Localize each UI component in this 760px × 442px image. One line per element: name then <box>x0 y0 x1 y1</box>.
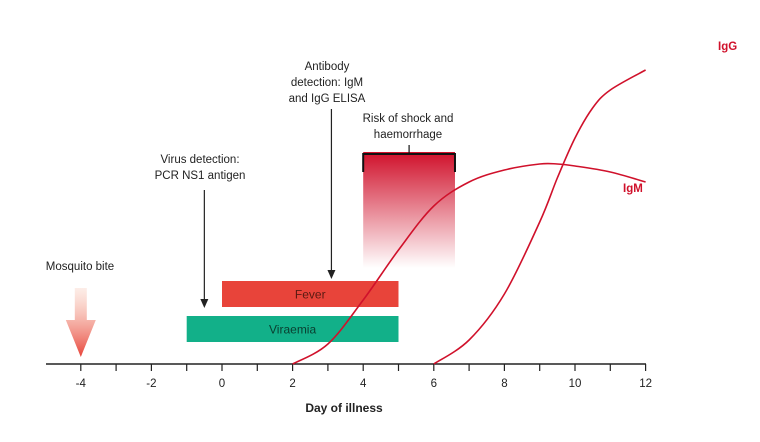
igg-label: IgG <box>718 41 737 53</box>
curves-layer: IgM IgG <box>292 41 737 365</box>
risk-of-shock-label: haemorrhage <box>374 129 442 141</box>
antibody-detection-arrow-head <box>327 270 336 279</box>
x-tick-label: 6 <box>431 378 437 390</box>
virus-detection-label: Virus detection: <box>160 154 239 166</box>
viraemia-bar <box>186 316 399 342</box>
bars-layer: Fever Viraemia <box>186 281 399 342</box>
antibody-detection-label: and IgG ELISA <box>289 93 366 105</box>
x-tick-label: 2 <box>289 378 295 390</box>
x-axis: -4 -2 0 2 4 6 8 10 12 <box>46 363 652 390</box>
igm-curve <box>292 162 646 365</box>
igg-curve <box>433 69 646 365</box>
x-tick-label: 0 <box>219 378 225 390</box>
x-tick-label: -4 <box>76 378 87 390</box>
viraemia-bar-label: Viraemia <box>269 323 316 337</box>
igm-label: IgM <box>623 183 643 195</box>
mosquito-bite-label: Mosquito bite <box>46 261 114 273</box>
x-tick-label: -2 <box>146 378 156 390</box>
annotations-layer: Mosquito bite Virus detection: PCR NS1 ant… <box>46 61 454 357</box>
x-tick-label: 10 <box>569 378 582 390</box>
x-tick-label: 12 <box>639 378 652 390</box>
x-axis-title: Day of illness <box>305 401 383 415</box>
fever-bar-label: Fever <box>295 288 326 302</box>
virus-detection-label: PCR NS1 antigen <box>155 170 246 182</box>
fever-bar <box>222 281 399 307</box>
risk-window-layer <box>362 145 456 268</box>
x-tick-label: 8 <box>501 378 507 390</box>
risk-window-area <box>363 152 455 268</box>
antibody-detection-label: Antibody <box>305 61 350 73</box>
virus-detection-arrow-head <box>200 299 209 308</box>
risk-of-shock-label: Risk of shock and <box>363 113 454 125</box>
mosquito-bite-arrow <box>65 288 96 357</box>
x-tick-label: 4 <box>360 378 367 390</box>
antibody-detection-label: detection: IgM <box>291 77 363 89</box>
